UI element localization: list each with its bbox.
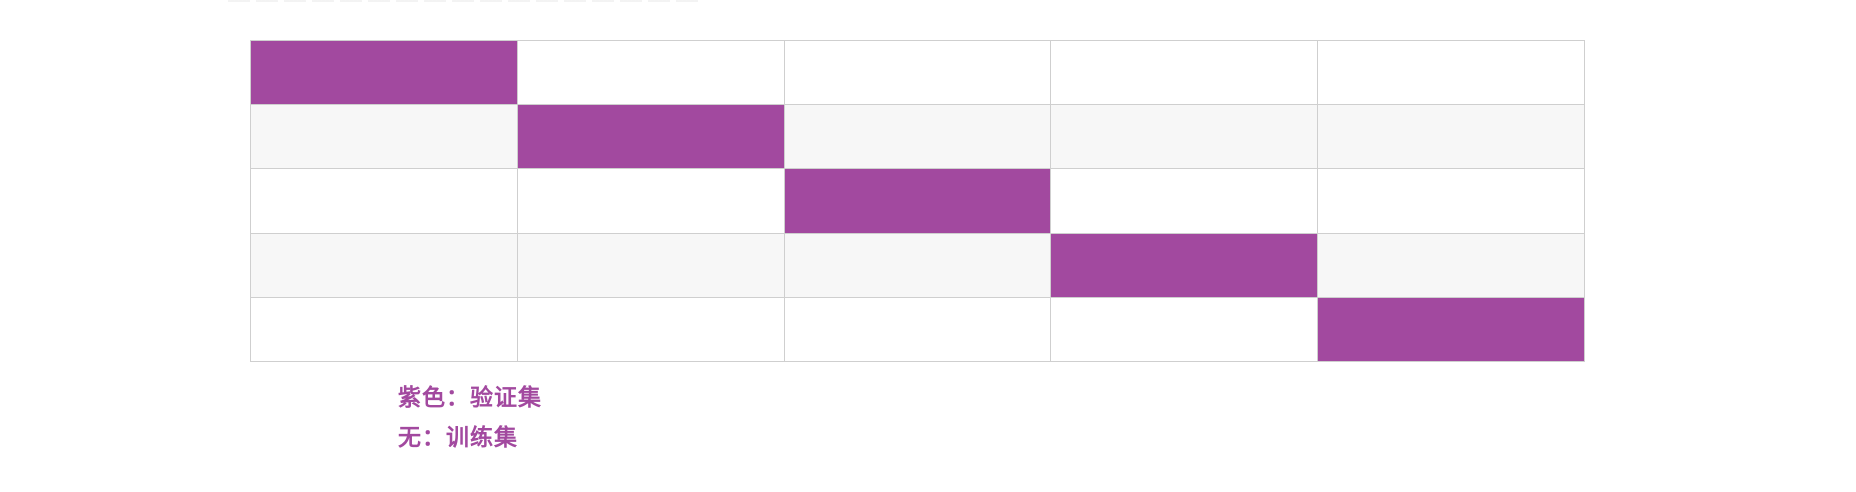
training-cell [1318, 105, 1585, 170]
validation-cell [1318, 297, 1585, 362]
legend-training: 无：训练集 [398, 425, 518, 451]
validation-cell [1051, 233, 1319, 298]
training-cell [784, 297, 1052, 362]
training-cell [251, 105, 518, 170]
training-cell [1051, 297, 1319, 362]
training-cell [1051, 169, 1319, 234]
k-fold-grid [250, 40, 1585, 362]
training-cell [1051, 41, 1319, 106]
training-cell [517, 41, 785, 106]
training-cell [517, 233, 785, 298]
training-cell [251, 297, 518, 362]
training-cell [517, 169, 785, 234]
training-cell [1318, 41, 1585, 106]
training-cell [251, 233, 518, 298]
validation-cell [517, 105, 785, 170]
training-cell [1318, 233, 1585, 298]
training-cell [784, 105, 1052, 170]
validation-cell [784, 169, 1052, 234]
validation-cell [251, 41, 518, 106]
top-faded-text [228, 0, 698, 2]
training-cell [1051, 105, 1319, 170]
training-cell [784, 233, 1052, 298]
legend-validation: 紫色：验证集 [398, 385, 542, 411]
training-cell [784, 41, 1052, 106]
training-cell [1318, 169, 1585, 234]
legend: 紫色：验证集 无：训练集 [398, 378, 542, 458]
training-cell [517, 297, 785, 362]
training-cell [251, 169, 518, 234]
